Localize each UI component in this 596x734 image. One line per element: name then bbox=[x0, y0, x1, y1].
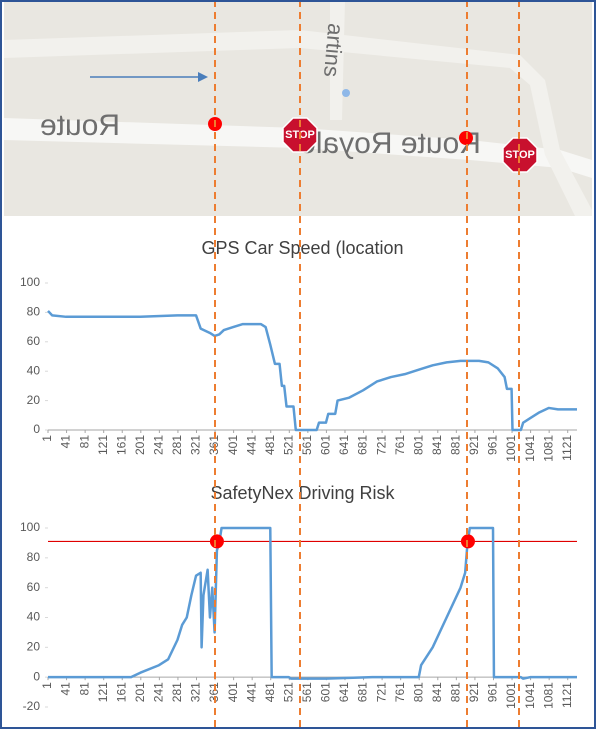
x-tick-label: 201 bbox=[133, 435, 147, 455]
x-tick-label: 1081 bbox=[541, 682, 555, 709]
x-tick-label: 41 bbox=[59, 682, 73, 696]
x-tick-label: 801 bbox=[411, 435, 425, 455]
chart-title: SafetyNex Driving Risk bbox=[210, 483, 395, 503]
x-tick-label: 401 bbox=[226, 682, 240, 702]
x-tick-label: 1 bbox=[40, 682, 54, 689]
x-tick-label: 1041 bbox=[523, 435, 537, 462]
road bbox=[4, 118, 592, 178]
x-tick-label: 401 bbox=[226, 435, 240, 455]
x-tick-label: 761 bbox=[393, 682, 407, 702]
x-tick-label: 881 bbox=[449, 682, 463, 702]
y-tick-label: 20 bbox=[27, 393, 41, 407]
x-tick-label: 1041 bbox=[523, 682, 537, 709]
x-tick-label: 601 bbox=[319, 682, 333, 702]
x-tick-label: 281 bbox=[170, 435, 184, 455]
y-tick-label: 100 bbox=[20, 520, 40, 534]
x-tick-label: 1121 bbox=[560, 435, 574, 461]
road bbox=[4, 30, 592, 216]
x-tick-label: 841 bbox=[430, 682, 444, 702]
x-tick-label: 641 bbox=[337, 682, 351, 702]
y-tick-label: 60 bbox=[27, 334, 41, 348]
x-tick-label: 441 bbox=[244, 435, 258, 455]
x-tick-label: 361 bbox=[207, 682, 221, 702]
x-tick-label: 641 bbox=[337, 435, 351, 455]
y-tick-label: 40 bbox=[27, 610, 41, 624]
y-tick-label: 0 bbox=[33, 669, 40, 683]
x-tick-label: 481 bbox=[263, 435, 277, 455]
x-tick-label: 81 bbox=[77, 682, 91, 696]
arrow-head bbox=[198, 72, 208, 82]
x-tick-label: 161 bbox=[114, 682, 128, 702]
x-tick-label: 241 bbox=[152, 435, 166, 455]
x-tick-label: 241 bbox=[152, 682, 166, 702]
y-tick-label: 60 bbox=[27, 580, 41, 594]
y-tick-label: 0 bbox=[33, 422, 40, 436]
x-tick-label: 721 bbox=[374, 682, 388, 702]
x-tick-label: 881 bbox=[449, 435, 463, 455]
series-line bbox=[47, 310, 577, 432]
y-tick-label: 40 bbox=[27, 363, 41, 377]
x-tick-label: 601 bbox=[319, 435, 333, 455]
marker bbox=[209, 534, 224, 549]
x-tick-label: 121 bbox=[96, 682, 110, 702]
y-tick-label: 20 bbox=[27, 640, 41, 654]
x-tick-label: 41 bbox=[59, 435, 73, 449]
x-tick-label: 1121 bbox=[560, 682, 574, 708]
map-pin bbox=[342, 89, 350, 97]
street-label: Route bbox=[40, 109, 120, 142]
x-tick-label: 561 bbox=[300, 435, 314, 455]
x-tick-label: 681 bbox=[356, 435, 370, 455]
x-tick-label: 121 bbox=[96, 435, 110, 455]
x-tick-label: 321 bbox=[189, 682, 203, 702]
x-tick-label: 1 bbox=[40, 435, 54, 442]
x-tick-label: 841 bbox=[430, 435, 444, 455]
x-tick-label: 281 bbox=[170, 682, 184, 702]
chart-title: GPS Car Speed (location bbox=[201, 238, 403, 258]
stop-label: STOP bbox=[505, 149, 535, 161]
street-label: artins bbox=[319, 22, 349, 78]
x-tick-label: 961 bbox=[486, 682, 500, 702]
guides bbox=[214, 0, 520, 729]
x-tick-label: 681 bbox=[356, 682, 370, 702]
x-tick-label: 161 bbox=[114, 435, 128, 455]
x-tick-label: 561 bbox=[300, 682, 314, 702]
y-tick-label: 100 bbox=[20, 275, 40, 289]
x-tick-label: 521 bbox=[281, 435, 295, 455]
x-tick-label: 321 bbox=[189, 435, 203, 455]
x-tick-label: 921 bbox=[467, 435, 481, 455]
x-tick-label: 1001 bbox=[504, 682, 518, 709]
street-label: Route Royale bbox=[299, 127, 481, 160]
x-tick-label: 201 bbox=[133, 682, 147, 702]
x-tick-label: 81 bbox=[77, 435, 91, 449]
map: Route Royale Route artins STOP STOP bbox=[4, 0, 592, 216]
x-tick-label: 1001 bbox=[504, 435, 518, 462]
x-tick-label: 441 bbox=[244, 682, 258, 702]
x-tick-label: 481 bbox=[263, 682, 277, 702]
x-tick-label: 921 bbox=[467, 682, 481, 702]
y-tick-label: 80 bbox=[27, 305, 41, 319]
x-tick-label: 961 bbox=[486, 435, 500, 455]
x-tick-label: 801 bbox=[411, 682, 425, 702]
x-tick-label: 721 bbox=[374, 435, 388, 455]
stop-sign bbox=[502, 137, 538, 173]
x-tick-label: 761 bbox=[393, 435, 407, 455]
y-tick-label: 80 bbox=[27, 550, 41, 564]
x-tick-label: 521 bbox=[281, 682, 295, 702]
x-tick-label: 1081 bbox=[541, 435, 555, 462]
road bbox=[330, 0, 345, 120]
y-tick-label: -20 bbox=[23, 699, 41, 713]
